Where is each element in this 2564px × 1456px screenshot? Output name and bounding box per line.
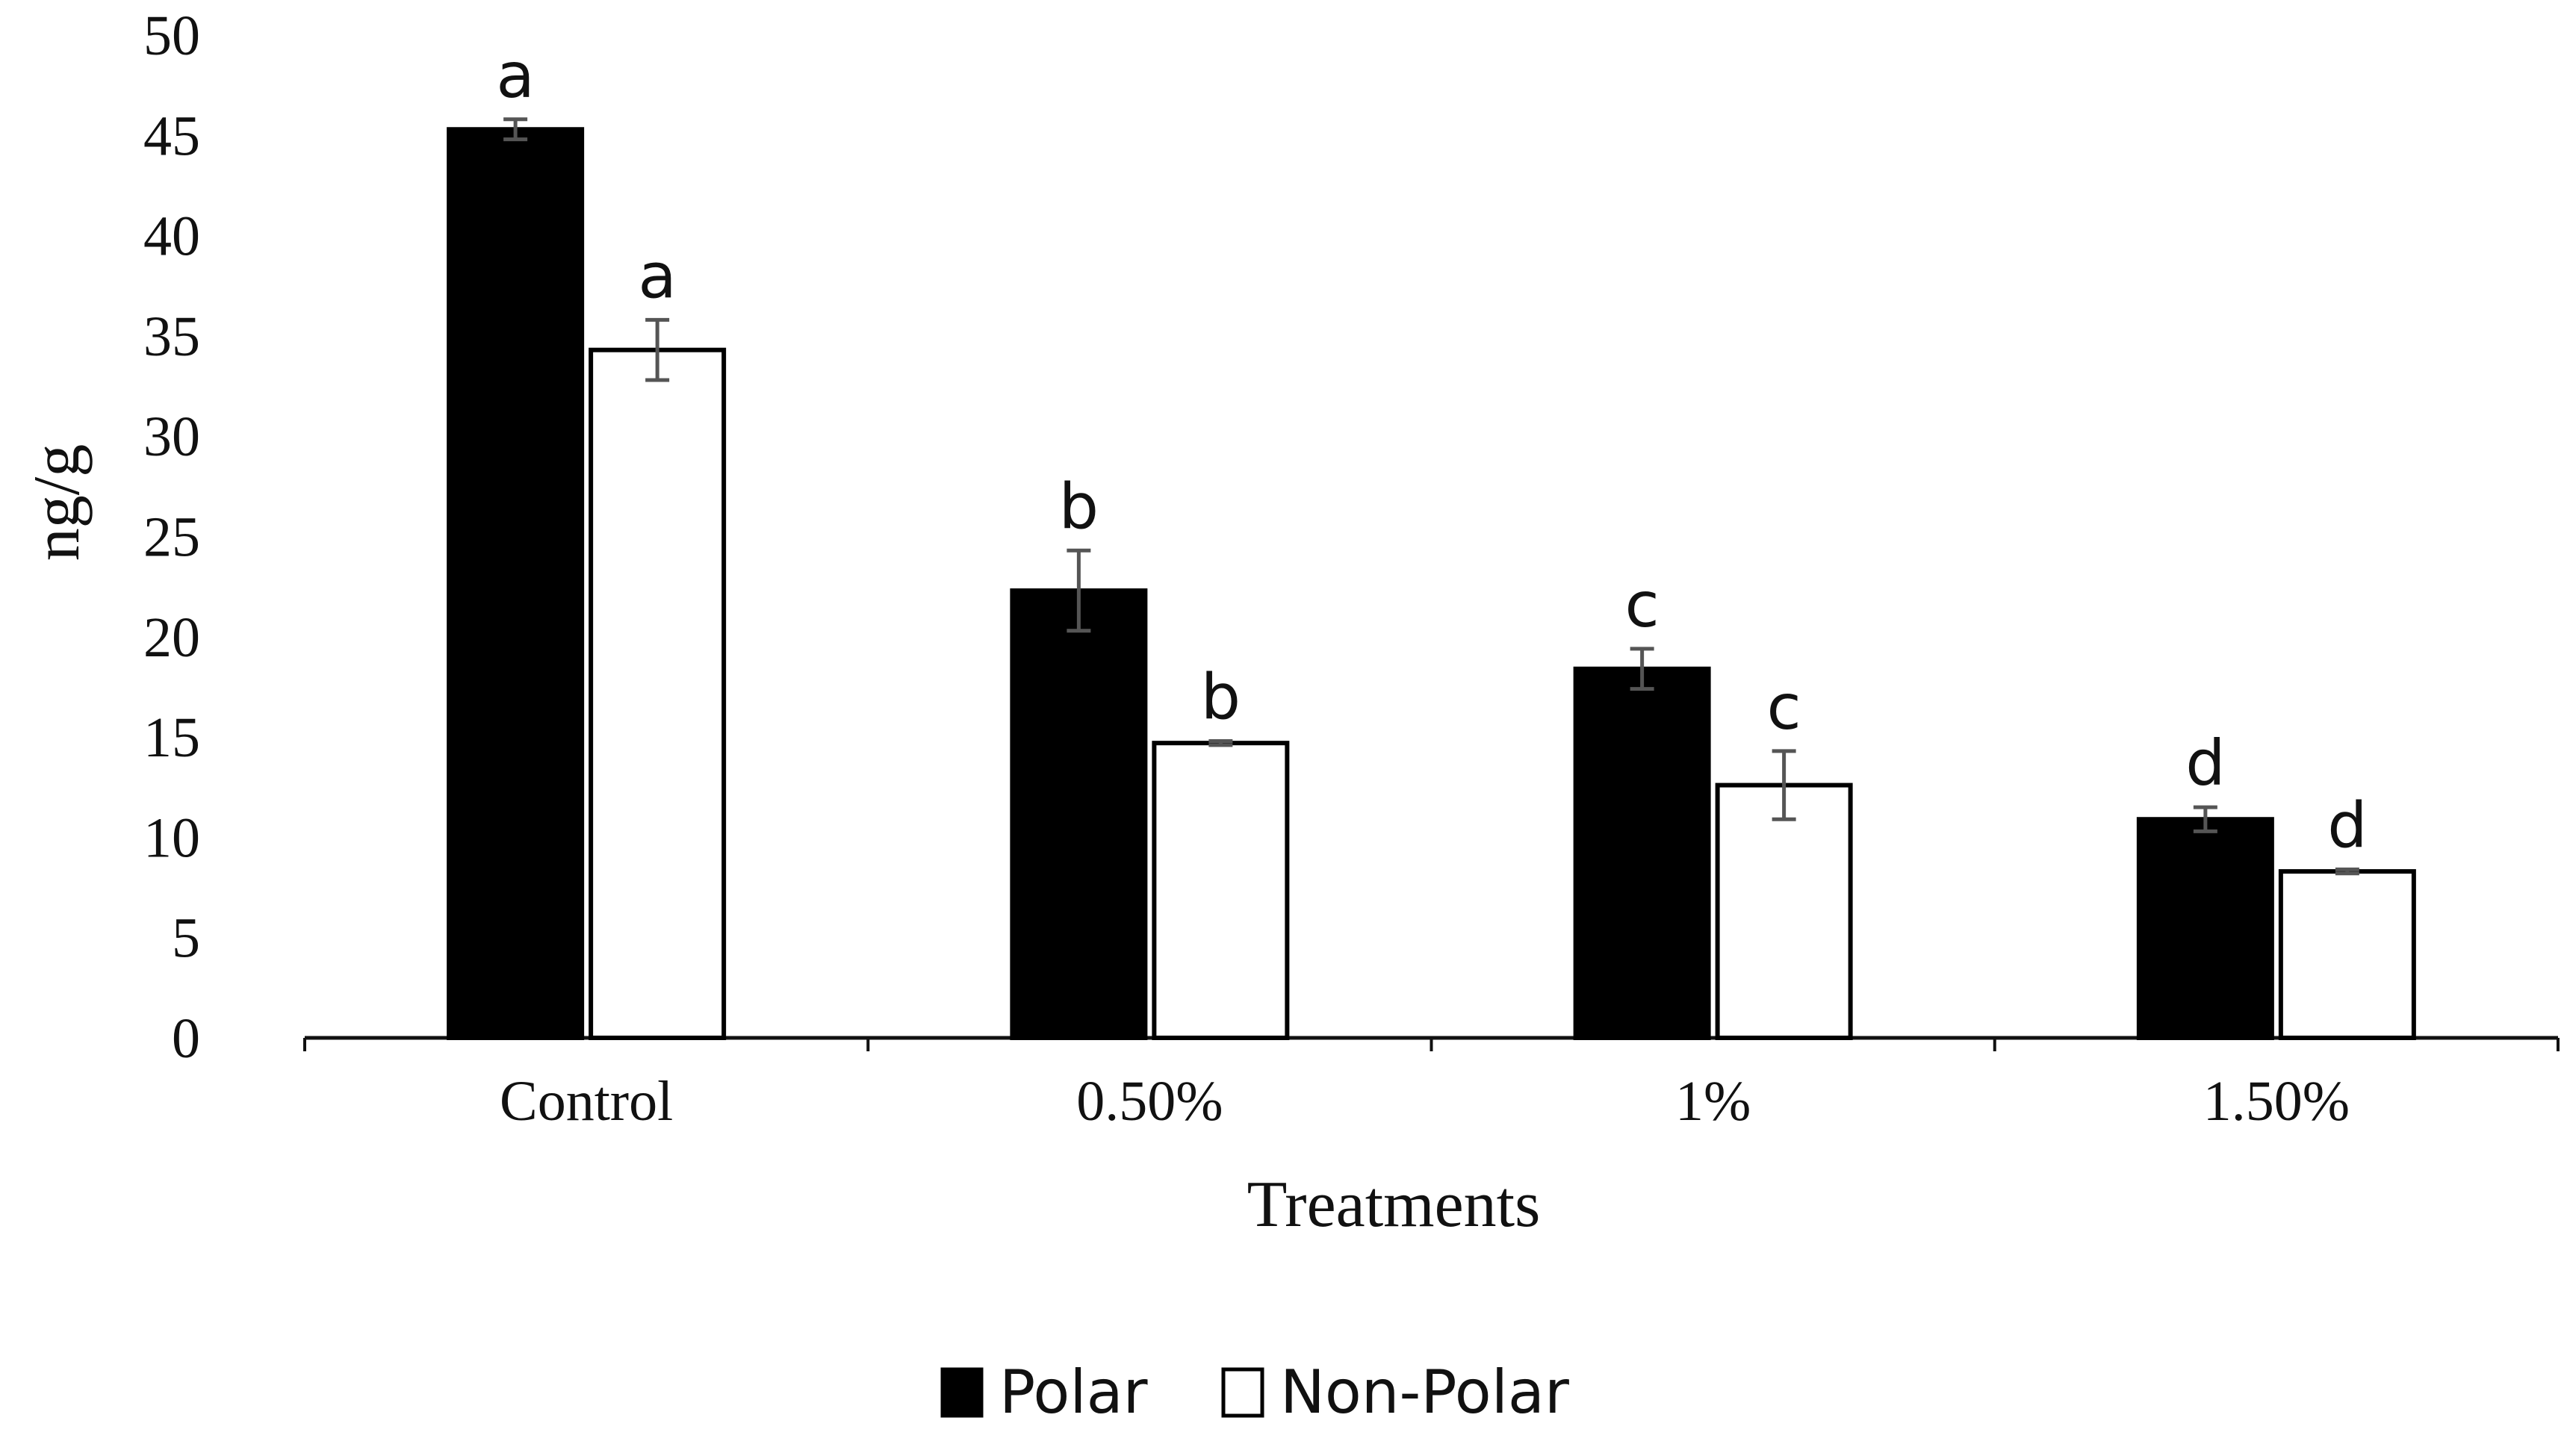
legend-item-non-polar: Non-Polar xyxy=(1221,1357,1569,1427)
x-axis-title: Treatments xyxy=(1247,1169,1541,1241)
chart-plot-area: 0 5 10 15 20 25 30 35 40 45 50 a a Control b b 0.50% c c 1%… xyxy=(143,4,2560,1133)
y-tick-label-1: 5 xyxy=(172,907,200,970)
bar-polar-3 xyxy=(2136,817,2274,1040)
significance-label-non-polar-3: d xyxy=(2327,788,2367,862)
y-tick-label-0: 0 xyxy=(172,1007,200,1070)
error-bar-non-polar-2 xyxy=(1772,749,1796,821)
bar-polar-0 xyxy=(447,127,585,1041)
y-tick-label-5: 25 xyxy=(143,506,200,569)
bar-non-polar-3 xyxy=(2278,869,2416,1041)
error-bar-polar-1 xyxy=(1067,548,1091,633)
significance-label-non-polar-0: a xyxy=(638,239,676,312)
y-tick-label-4: 20 xyxy=(143,606,200,669)
y-tick-label-2: 10 xyxy=(143,806,200,869)
x-tick-label-2: 1% xyxy=(1675,1070,1751,1133)
x-tick-label-3: 1.50% xyxy=(2203,1070,2350,1133)
error-bar-polar-2 xyxy=(1630,647,1654,691)
y-tick-label-3: 15 xyxy=(143,706,200,769)
significance-label-non-polar-2: c xyxy=(1767,671,1801,744)
significance-label-polar-3: d xyxy=(2185,727,2225,800)
y-tick-label-10: 50 xyxy=(143,4,200,67)
y-tick-label-6: 30 xyxy=(143,405,200,468)
y-tick-label-9: 45 xyxy=(143,105,200,167)
bar-polar-1 xyxy=(1010,588,1148,1040)
y-tick-label-7: 35 xyxy=(143,305,200,368)
legend-label-non-polar: Non-Polar xyxy=(1280,1357,1569,1427)
legend-item-polar: Polar xyxy=(940,1357,1148,1427)
bar-non-polar-0 xyxy=(589,347,727,1040)
error-bar-non-polar-0 xyxy=(645,317,670,382)
error-bar-non-polar-1 xyxy=(1208,738,1233,747)
bar-non-polar-2 xyxy=(1715,783,1853,1040)
significance-label-non-polar-1: b xyxy=(1201,660,1241,733)
bar-non-polar-1 xyxy=(1152,741,1290,1041)
significance-label-polar-2: c xyxy=(1625,568,1660,641)
legend: Polar Non-Polar xyxy=(940,1357,1569,1427)
legend-label-polar: Polar xyxy=(999,1357,1148,1427)
x-tick-label-1: 0.50% xyxy=(1076,1070,1223,1133)
bar-polar-2 xyxy=(1573,666,1711,1040)
legend-swatch-non-polar xyxy=(1221,1367,1264,1418)
significance-label-polar-1: b xyxy=(1059,470,1099,543)
x-tick-label-0: Control xyxy=(500,1070,673,1133)
error-bar-polar-3 xyxy=(2193,805,2217,833)
error-bar-polar-0 xyxy=(503,117,528,142)
significance-label-polar-0: a xyxy=(496,39,534,112)
y-tick-label-8: 40 xyxy=(143,205,200,268)
y-axis-title: ng/g xyxy=(21,444,93,561)
error-bar-non-polar-3 xyxy=(2335,867,2359,876)
legend-swatch-polar xyxy=(940,1367,984,1418)
